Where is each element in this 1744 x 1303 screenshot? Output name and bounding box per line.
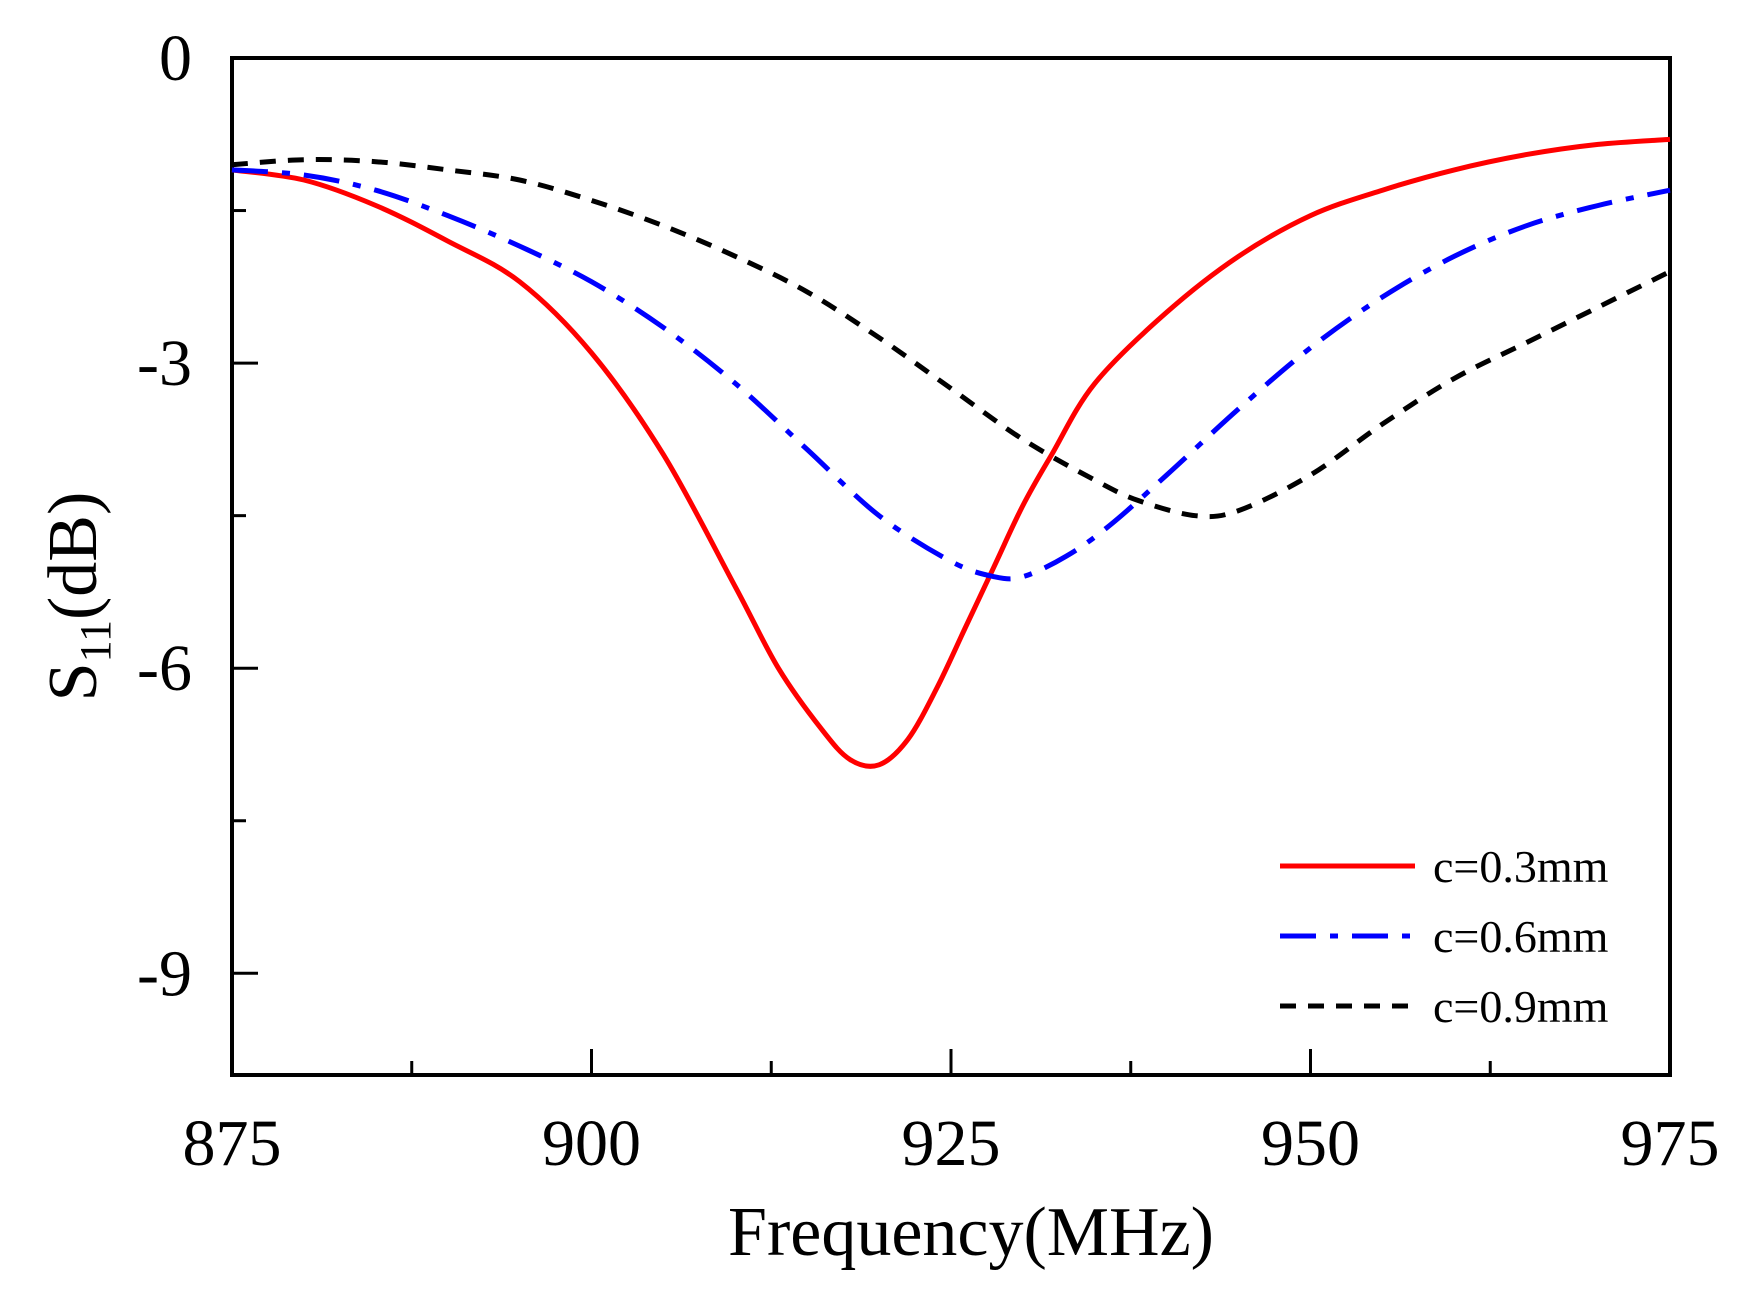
y-tick-label: -6 xyxy=(137,632,192,705)
series-line-2 xyxy=(231,167,1671,582)
y-axis: 0 -3 -6 -9 xyxy=(137,22,258,1010)
y-axis-title-main: S xyxy=(35,662,112,701)
y-axis-title: S11(dB) xyxy=(35,492,120,702)
series-layer xyxy=(231,136,1672,769)
x-tick-label: 925 xyxy=(902,1107,1001,1180)
x-axis-title: Frequency(MHz) xyxy=(728,1194,1214,1271)
x-tick-label: 975 xyxy=(1621,1107,1720,1180)
y-tick-label: -9 xyxy=(137,937,192,1010)
y-tick-label: -3 xyxy=(137,327,192,400)
legend-label-3: c=0.9mm xyxy=(1433,981,1609,1032)
legend-label-1: c=0.3mm xyxy=(1433,841,1609,892)
legend: c=0.3mm c=0.6mm c=0.9mm xyxy=(1280,841,1609,1032)
legend-label-2: c=0.6mm xyxy=(1433,911,1609,962)
series-line-3 xyxy=(231,157,1672,520)
x-tick-label: 950 xyxy=(1261,1107,1360,1180)
x-tick-label: 900 xyxy=(542,1107,641,1180)
y-axis-title-subscript: 11 xyxy=(71,620,120,662)
x-tick-label: 875 xyxy=(183,1107,282,1180)
y-tick-label: 0 xyxy=(159,22,192,95)
y-axis-title-unit: (dB) xyxy=(35,492,112,620)
series-line-1 xyxy=(231,136,1671,769)
x-axis: 875 900 925 950 975 xyxy=(183,1049,1720,1180)
